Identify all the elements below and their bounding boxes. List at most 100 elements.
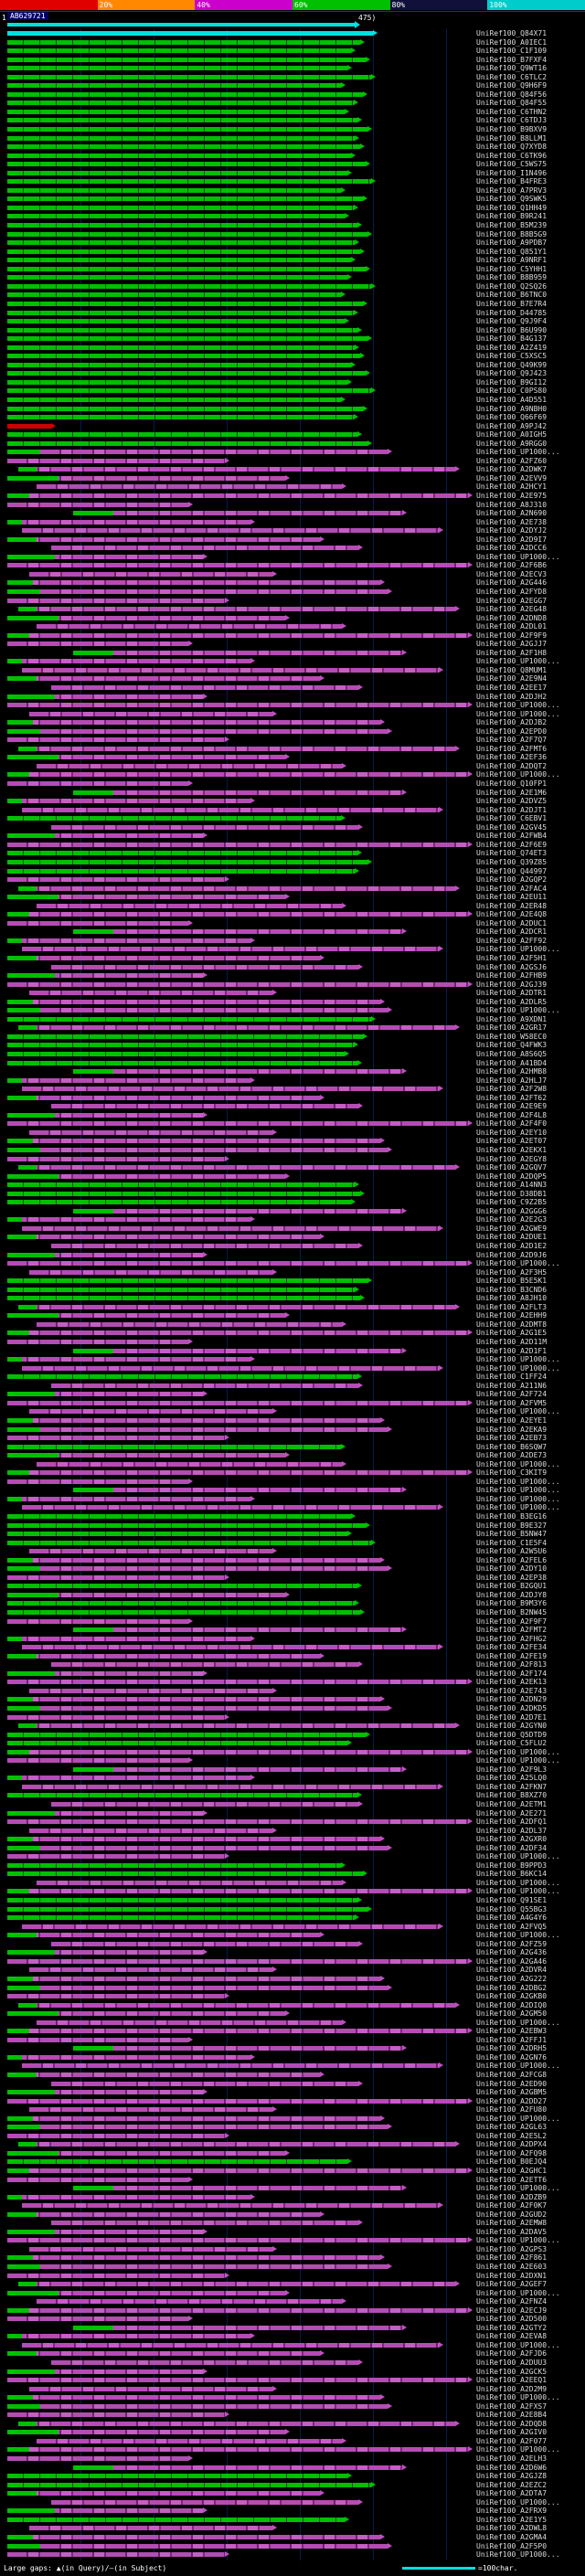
hit-label[interactable]: UniRef100_Q55BG3 bbox=[476, 1904, 548, 1913]
alignment-bar[interactable] bbox=[7, 283, 372, 289]
hit-label[interactable]: UniRef100_A2DVR4 bbox=[476, 1966, 548, 1975]
alignment-bar[interactable] bbox=[7, 816, 341, 822]
alignment-bar[interactable] bbox=[22, 1087, 439, 1092]
hit-row[interactable]: UniRef100_UP1000... bbox=[0, 770, 585, 779]
alignment-bar[interactable] bbox=[7, 1574, 226, 1580]
hit-label[interactable]: UniRef100_A2FNZ4 bbox=[476, 2297, 548, 2306]
alignment-bar[interactable] bbox=[7, 423, 51, 429]
alignment-bar[interactable] bbox=[73, 790, 402, 795]
hit-label[interactable]: UniRef100_Q10FP1 bbox=[476, 779, 548, 789]
hit-row[interactable]: UniRef100_C1E5F4 bbox=[0, 1539, 585, 1548]
hit-label[interactable]: UniRef100_A2F7Q7 bbox=[476, 736, 548, 745]
hit-label[interactable]: UniRef100_C6TK96 bbox=[476, 151, 548, 160]
alignment-bar[interactable] bbox=[22, 807, 439, 812]
alignment-bar[interactable] bbox=[7, 1008, 388, 1013]
hit-row[interactable]: UniRef100_D44785 bbox=[0, 309, 585, 318]
alignment-bar[interactable] bbox=[7, 101, 355, 106]
hit-row[interactable]: UniRef100_B2GQU1 bbox=[0, 1582, 585, 1591]
hit-row[interactable]: UniRef100_UP1000... bbox=[0, 1879, 585, 1888]
alignment-bar[interactable] bbox=[7, 170, 347, 175]
hit-label[interactable]: UniRef100_UP1000... bbox=[476, 1494, 560, 1503]
hit-row[interactable]: UniRef100_A2FJD6 bbox=[0, 2349, 585, 2359]
hit-label[interactable]: UniRef100_UP1000... bbox=[476, 701, 560, 710]
hit-label[interactable]: UniRef100_B3EG16 bbox=[476, 1511, 548, 1521]
hit-row[interactable]: UniRef100_UP1000... bbox=[0, 2550, 585, 2560]
hit-row[interactable]: UniRef100_Q55BG3 bbox=[0, 1905, 585, 1914]
hit-row[interactable]: UniRef100_A2F724 bbox=[0, 1390, 585, 1399]
alignment-bar[interactable] bbox=[7, 703, 468, 708]
alignment-bar[interactable] bbox=[7, 397, 341, 402]
hit-row[interactable]: UniRef100_A2GIV0 bbox=[0, 2428, 585, 2437]
hit-row[interactable]: UniRef100_B8B5G9 bbox=[0, 230, 585, 239]
hit-label[interactable]: UniRef100_UP1000... bbox=[476, 2288, 560, 2297]
hit-label[interactable]: UniRef100_Q9J9F4 bbox=[476, 317, 548, 326]
hit-row[interactable]: UniRef100_A2GR17 bbox=[0, 1023, 585, 1033]
alignment-bar[interactable] bbox=[7, 1444, 341, 1449]
hit-label[interactable]: UniRef100_Q9H6F9 bbox=[476, 81, 548, 90]
hit-label[interactable]: UniRef100_B6TNC0 bbox=[476, 291, 548, 300]
alignment-bar[interactable] bbox=[7, 83, 341, 89]
hit-label[interactable]: UniRef100_A2GN76 bbox=[476, 2052, 548, 2062]
hit-label[interactable]: UniRef100_Q84F56 bbox=[476, 90, 548, 99]
hit-row[interactable]: UniRef100_A2EKA9 bbox=[0, 1426, 585, 1435]
alignment-bar[interactable] bbox=[7, 1479, 189, 1484]
hit-row[interactable]: UniRef100_A4D551 bbox=[0, 396, 585, 405]
hit-row[interactable]: UniRef100_A2Z419 bbox=[0, 344, 585, 353]
hit-label[interactable]: UniRef100_UP1000... bbox=[476, 1887, 560, 1896]
hit-label[interactable]: UniRef100_A2EZC2 bbox=[476, 2480, 548, 2489]
alignment-bar[interactable] bbox=[7, 772, 468, 778]
hit-label[interactable]: UniRef100_A2DN29 bbox=[476, 1695, 548, 1704]
alignment-bar[interactable] bbox=[7, 214, 345, 219]
alignment-bar[interactable] bbox=[7, 1845, 388, 1850]
hit-label[interactable]: UniRef100_A2ER48 bbox=[476, 901, 548, 910]
alignment-bar[interactable] bbox=[7, 2054, 250, 2060]
alignment-bar[interactable] bbox=[37, 763, 343, 769]
hit-row[interactable]: UniRef100_A2FXS7 bbox=[0, 2402, 585, 2412]
hit-row[interactable]: UniRef100_A0IEC1 bbox=[0, 38, 585, 48]
hit-row[interactable]: UniRef100_A2F813 bbox=[0, 1660, 585, 1670]
hit-label[interactable]: UniRef100_A8JH10 bbox=[476, 1294, 548, 1303]
hit-row[interactable]: UniRef100_C5WS75 bbox=[0, 160, 585, 169]
alignment-bar[interactable] bbox=[7, 1287, 355, 1292]
alignment-bar[interactable] bbox=[7, 2159, 347, 2165]
hit-row[interactable]: UniRef100_A2GQP2 bbox=[0, 875, 585, 885]
hit-label[interactable]: UniRef100_A2EHH9 bbox=[476, 1311, 548, 1320]
hit-label[interactable]: UniRef100_A9RGG0 bbox=[476, 439, 548, 448]
hit-label[interactable]: UniRef100_UP1000... bbox=[476, 709, 560, 718]
hit-label[interactable]: UniRef100_A2GXR0 bbox=[476, 1835, 548, 1844]
hit-row[interactable]: UniRef100_A2FE19 bbox=[0, 1652, 585, 1661]
hit-label[interactable]: UniRef100_A2FJD6 bbox=[476, 2349, 548, 2359]
hit-label[interactable]: UniRef100_A2F1H8 bbox=[476, 648, 548, 657]
hit-row[interactable]: UniRef100_B8XZ70 bbox=[0, 1791, 585, 1800]
alignment-bar[interactable] bbox=[7, 1200, 351, 1205]
hit-label[interactable]: UniRef100_A2FVQ5 bbox=[476, 1922, 548, 1931]
hit-label[interactable]: UniRef100_B8XZ70 bbox=[476, 1791, 548, 1800]
hit-row[interactable]: UniRef100_A2DE73 bbox=[0, 1451, 585, 1460]
alignment-bar[interactable] bbox=[7, 1436, 226, 1441]
hit-label[interactable]: UniRef100_C0PS80 bbox=[476, 387, 548, 396]
hit-row[interactable]: UniRef100_A2E1M6 bbox=[0, 789, 585, 798]
hit-row[interactable]: UniRef100_A2D11M bbox=[0, 1338, 585, 1347]
hit-row[interactable]: UniRef100_UP1000... bbox=[0, 2393, 585, 2402]
hit-row[interactable]: UniRef100_UP1000... bbox=[0, 2115, 585, 2124]
hit-label[interactable]: UniRef100_A2GM50 bbox=[476, 2009, 548, 2019]
hit-row[interactable]: UniRef100_A2GTY2 bbox=[0, 2324, 585, 2333]
hit-row[interactable]: UniRef100_W58EC0 bbox=[0, 1033, 585, 1042]
hit-row[interactable]: UniRef100_A9RGG0 bbox=[0, 440, 585, 449]
hit-label[interactable]: UniRef100_A2E2G3 bbox=[476, 1215, 548, 1224]
hit-row[interactable]: UniRef100_Q7XYD8 bbox=[0, 143, 585, 152]
hit-row[interactable]: UniRef100_A2GKB0 bbox=[0, 1992, 585, 2001]
hit-label[interactable]: UniRef100_A2F4L8 bbox=[476, 1110, 548, 1119]
alignment-bar[interactable] bbox=[73, 1627, 402, 1633]
hit-label[interactable]: UniRef100_A2EKA9 bbox=[476, 1425, 548, 1434]
hit-label[interactable]: UniRef100_UP1000... bbox=[476, 2062, 560, 2071]
alignment-bar[interactable] bbox=[7, 519, 250, 525]
hit-label[interactable]: UniRef100_A2DTA7 bbox=[476, 2489, 548, 2498]
alignment-bar[interactable] bbox=[7, 2351, 321, 2357]
hit-row[interactable]: UniRef100_A2GM50 bbox=[0, 2009, 585, 2019]
hit-label[interactable]: UniRef100_A8J310 bbox=[476, 500, 548, 509]
hit-row[interactable]: UniRef100_A7PRV3 bbox=[0, 186, 585, 196]
hit-row[interactable]: UniRef100_A2GSJ6 bbox=[0, 963, 585, 972]
alignment-bar[interactable] bbox=[7, 1252, 204, 1257]
alignment-bar[interactable] bbox=[7, 1933, 321, 1938]
